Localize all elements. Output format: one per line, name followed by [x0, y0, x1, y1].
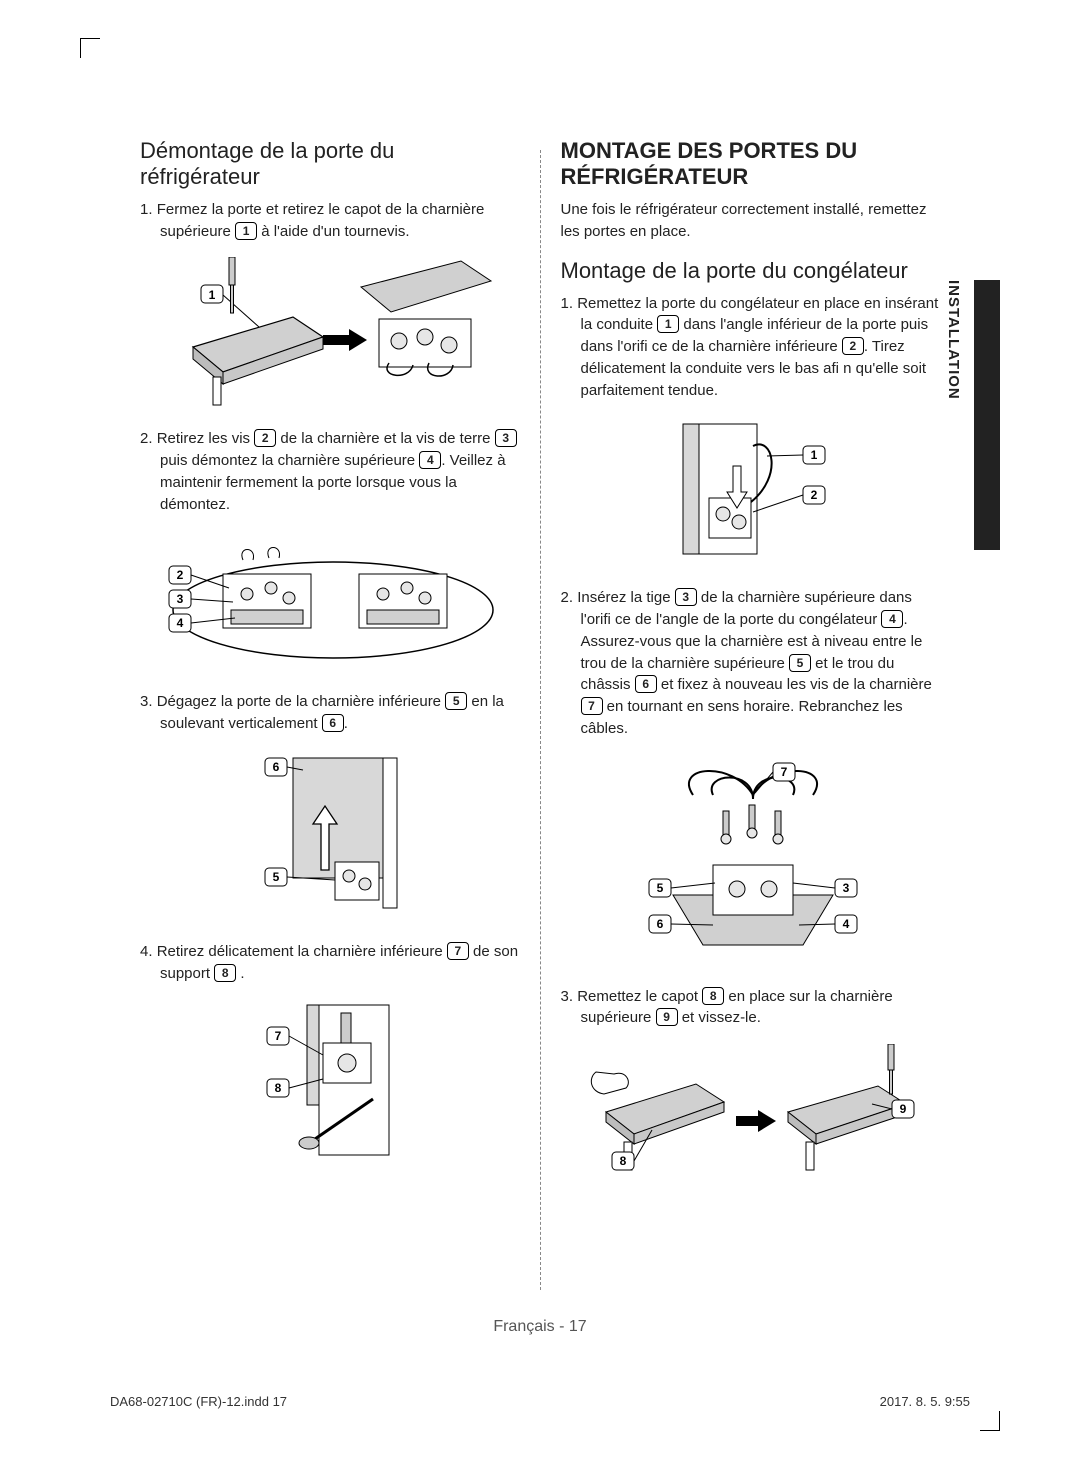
left-step-1: 1. Fermez la porte et retirez le capot d…	[140, 199, 520, 243]
right-figure-2: 7 5 3 6 4	[567, 750, 941, 970]
left-figure-1: 1	[146, 252, 520, 412]
left-step-list-2: 2. Retirez les vis 2 de la charnière et …	[140, 428, 520, 515]
right-step-list-2: 2. Insérez la tige 3 de la charnière sup…	[561, 587, 941, 739]
page-number: Français - 17	[0, 1318, 1080, 1336]
footer-timestamp: 2017. 8. 5. 9:55	[880, 1394, 970, 1409]
left-figure-4: 7 8	[146, 994, 520, 1174]
svg-text:6: 6	[272, 760, 279, 774]
svg-text:8: 8	[620, 1154, 627, 1168]
svg-text:7: 7	[781, 765, 788, 779]
right-step-2: 2. Insérez la tige 3 de la charnière sup…	[561, 587, 941, 739]
right-title: MONTAGE DES PORTES DU RÉFRIGÉRATEUR	[561, 138, 941, 191]
right-step-3: 3. Remettez le capot 8 en place sur la c…	[561, 986, 941, 1030]
left-figure-2: 2 3 4	[146, 525, 520, 675]
left-figure-3: 6 5	[146, 745, 520, 925]
section-tab-label: INSTALLATION	[945, 280, 962, 400]
left-column: Démontage de la porte du réfrigérateur 1…	[140, 138, 520, 1308]
left-step-2: 2. Retirez les vis 2 de la charnière et …	[140, 428, 520, 515]
right-step-1: 1. Remettez la porte du congélateur en p…	[561, 293, 941, 402]
crop-mark-br	[980, 1411, 1000, 1431]
svg-text:6: 6	[657, 917, 664, 931]
svg-text:5: 5	[272, 870, 279, 884]
right-step-list: 1. Remettez la porte du congélateur en p…	[561, 293, 941, 402]
page: INSTALLATION Démontage de la porte du ré…	[0, 0, 1080, 1469]
svg-text:8: 8	[274, 1081, 281, 1095]
callout-1: 1	[235, 222, 257, 240]
crop-mark-tl	[80, 38, 100, 58]
footer-file: DA68-02710C (FR)-12.indd 17	[110, 1394, 287, 1409]
svg-text:9: 9	[900, 1102, 907, 1116]
column-divider	[540, 150, 541, 1290]
svg-text:5: 5	[657, 881, 664, 895]
left-heading: Démontage de la porte du réfrigérateur	[140, 138, 520, 191]
svg-text:3: 3	[843, 881, 850, 895]
svg-text:4: 4	[843, 917, 850, 931]
svg-text:7: 7	[274, 1029, 281, 1043]
svg-text:3: 3	[176, 592, 183, 606]
right-subheading: Montage de la porte du congélateur	[561, 258, 941, 284]
svg-text:2: 2	[176, 568, 183, 582]
svg-text:1: 1	[811, 448, 818, 462]
left-step-list-3: 3. Dégagez la porte de la charnière infé…	[140, 691, 520, 735]
right-figure-1: 1 2	[567, 411, 941, 571]
right-step-list-3: 3. Remettez le capot 8 en place sur la c…	[561, 986, 941, 1030]
right-intro: Une fois le réfrigérateur correctement i…	[561, 199, 941, 243]
svg-text:1: 1	[208, 288, 215, 302]
left-step-list-4: 4. Retirez délicatement la charnière inf…	[140, 941, 520, 985]
svg-text:2: 2	[811, 488, 818, 502]
left-step-list: 1. Fermez la porte et retirez le capot d…	[140, 199, 520, 243]
left-step-4: 4. Retirez délicatement la charnière inf…	[140, 941, 520, 985]
left-step-3: 3. Dégagez la porte de la charnière infé…	[140, 691, 520, 735]
two-column-content: Démontage de la porte du réfrigérateur 1…	[140, 138, 940, 1308]
right-figure-3: 8 9	[567, 1039, 941, 1189]
svg-text:4: 4	[176, 616, 183, 630]
right-column: MONTAGE DES PORTES DU RÉFRIGÉRATEUR Une …	[561, 138, 941, 1308]
thumb-tab-bar	[974, 280, 1000, 550]
